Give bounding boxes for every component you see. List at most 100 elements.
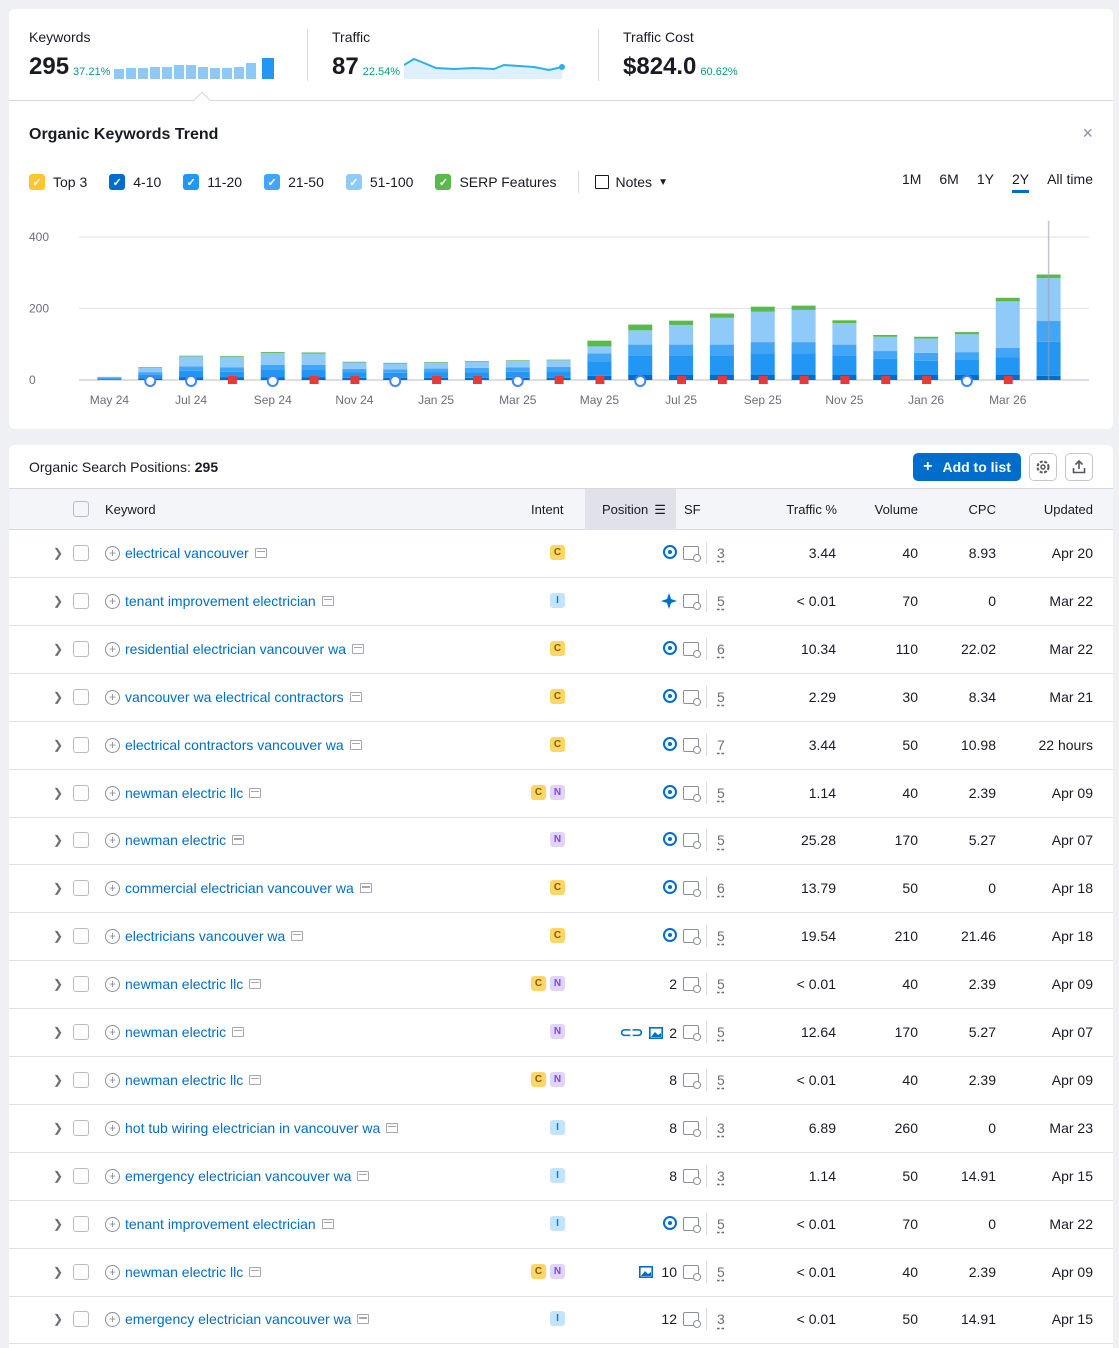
- sf-count[interactable]: 6: [717, 640, 725, 657]
- sf-count[interactable]: 5: [717, 1263, 725, 1280]
- add-keyword-icon[interactable]: +: [105, 833, 120, 849]
- serp-snapshot-icon[interactable]: [386, 1122, 399, 1133]
- sf-count[interactable]: 7: [717, 736, 725, 753]
- table-row[interactable]: ❯ + tenant improvement electrician I 5 <…: [9, 1201, 1113, 1249]
- serp-features-icon[interactable]: [683, 1168, 701, 1185]
- expand-chevron-icon[interactable]: ❯: [53, 641, 64, 656]
- serp-snapshot-icon[interactable]: [249, 1266, 262, 1277]
- add-keyword-icon[interactable]: +: [105, 546, 120, 561]
- keyword-link[interactable]: tenant improvement electrician: [125, 593, 334, 609]
- serp-snapshot-icon[interactable]: [357, 1314, 370, 1325]
- table-row[interactable]: ❯ + tenant improvement electrician I 5 <…: [9, 578, 1113, 626]
- serp-features-icon[interactable]: [683, 1312, 701, 1329]
- header-position[interactable]: Position ☰: [602, 502, 666, 518]
- sf-count[interactable]: 3: [717, 545, 725, 561]
- header-volume[interactable]: Volume: [874, 502, 918, 517]
- keyword-link[interactable]: newman electric llc: [125, 785, 262, 801]
- serp-features-icon[interactable]: [683, 833, 701, 850]
- expand-chevron-icon[interactable]: ❯: [53, 593, 64, 608]
- sf-count[interactable]: 5: [717, 688, 725, 705]
- serp-snapshot-icon[interactable]: [254, 548, 267, 558]
- expand-chevron-icon[interactable]: ❯: [53, 929, 64, 944]
- sf-count[interactable]: 5: [717, 1215, 725, 1232]
- keyword-link[interactable]: tenant improvement electrician: [125, 1216, 334, 1232]
- row-checkbox[interactable]: [73, 545, 89, 561]
- row-checkbox[interactable]: [73, 1167, 89, 1184]
- legend-4-10[interactable]: ✓ 4-10: [109, 174, 161, 190]
- keyword-link[interactable]: electrical contractors vancouver wa: [125, 737, 362, 753]
- serp-features-icon[interactable]: [683, 1072, 701, 1089]
- expand-chevron-icon[interactable]: ❯: [53, 737, 64, 752]
- serp-snapshot-icon[interactable]: [321, 595, 334, 606]
- period-1y[interactable]: 1Y: [976, 171, 994, 187]
- period-2y[interactable]: 2Y: [1011, 171, 1030, 193]
- row-checkbox[interactable]: [73, 1024, 89, 1040]
- add-keyword-icon[interactable]: +: [105, 737, 120, 753]
- table-row[interactable]: ❯ + vancouver wa electrical contractors …: [9, 674, 1113, 722]
- row-checkbox[interactable]: [73, 1311, 89, 1328]
- serp-snapshot-icon[interactable]: [249, 1074, 262, 1085]
- header-intent[interactable]: Intent: [531, 502, 564, 517]
- serp-features-icon[interactable]: [683, 546, 701, 562]
- add-keyword-icon[interactable]: +: [105, 1072, 120, 1088]
- add-keyword-icon[interactable]: +: [105, 1312, 120, 1328]
- header-sf[interactable]: SF: [684, 502, 701, 517]
- serp-features-icon[interactable]: [683, 1216, 701, 1233]
- keyword-link[interactable]: newman electric llc: [125, 1072, 262, 1088]
- serp-features-icon[interactable]: [683, 593, 701, 610]
- expand-chevron-icon[interactable]: ❯: [53, 833, 64, 848]
- row-checkbox[interactable]: [73, 1215, 89, 1232]
- add-keyword-icon[interactable]: +: [105, 929, 120, 945]
- add-keyword-icon[interactable]: +: [105, 1025, 120, 1040]
- settings-button[interactable]: [1029, 453, 1057, 481]
- expand-chevron-icon[interactable]: ❯: [53, 1216, 64, 1231]
- table-row[interactable]: ❯ + hot tub wiring electrician in vancou…: [9, 1105, 1113, 1153]
- sf-count[interactable]: 6: [717, 880, 725, 897]
- serp-snapshot-icon[interactable]: [352, 643, 364, 654]
- serp-snapshot-icon[interactable]: [349, 739, 362, 750]
- expand-chevron-icon[interactable]: ❯: [53, 1025, 64, 1039]
- select-all-checkbox[interactable]: [73, 501, 89, 517]
- table-row[interactable]: ❯ + electricians vancouver wa C 5 19.54 …: [9, 913, 1113, 962]
- add-keyword-icon[interactable]: +: [105, 1264, 120, 1280]
- expand-chevron-icon[interactable]: ❯: [53, 1120, 64, 1135]
- row-checkbox[interactable]: [73, 1119, 89, 1136]
- export-button[interactable]: [1065, 453, 1093, 481]
- row-checkbox[interactable]: [73, 832, 89, 849]
- table-row[interactable]: ❯ + emergency electrician vancouver wa I…: [9, 1153, 1113, 1201]
- close-icon[interactable]: ×: [1082, 123, 1093, 143]
- add-keyword-icon[interactable]: +: [105, 785, 120, 801]
- keyword-link[interactable]: newman electric: [125, 1024, 245, 1040]
- add-keyword-icon[interactable]: +: [105, 881, 120, 897]
- row-checkbox[interactable]: [73, 592, 89, 609]
- metric-keywords[interactable]: Keywords 295 37.21%: [29, 29, 276, 79]
- period-all-time[interactable]: All time: [1047, 171, 1093, 187]
- serp-features-icon[interactable]: [683, 1264, 701, 1281]
- sf-count[interactable]: 5: [717, 592, 725, 609]
- header-cpc[interactable]: CPC: [968, 502, 996, 517]
- legend-21-50[interactable]: ✓ 21-50: [264, 174, 324, 190]
- metric-traffic[interactable]: Traffic 87 22.54%: [332, 29, 566, 79]
- serp-features-icon[interactable]: [683, 641, 701, 658]
- add-keyword-icon[interactable]: +: [105, 593, 120, 609]
- header-traffic[interactable]: Traffic %: [786, 502, 837, 517]
- header-updated[interactable]: Updated: [1043, 502, 1093, 517]
- sf-count[interactable]: 3: [717, 1167, 725, 1184]
- keyword-link[interactable]: newman electric llc: [125, 1264, 262, 1280]
- add-keyword-icon[interactable]: +: [105, 1120, 120, 1136]
- keyword-link[interactable]: hot tub wiring electrician in vancouver …: [125, 1120, 399, 1136]
- add-keyword-icon[interactable]: +: [105, 977, 120, 993]
- serp-features-icon[interactable]: [683, 1025, 701, 1041]
- serp-features-icon[interactable]: [683, 689, 701, 706]
- notes-dropdown[interactable]: Notes ▼: [595, 174, 668, 190]
- row-checkbox[interactable]: [73, 1071, 89, 1088]
- expand-chevron-icon[interactable]: ❯: [53, 881, 64, 896]
- row-checkbox[interactable]: [73, 784, 89, 801]
- serp-snapshot-icon[interactable]: [232, 1027, 245, 1037]
- serp-features-icon[interactable]: [683, 929, 701, 946]
- period-1m[interactable]: 1M: [901, 171, 922, 187]
- add-keyword-icon[interactable]: +: [105, 641, 120, 657]
- table-row[interactable]: ❯ + newman electric N 5 25.28 170 5.27 A…: [9, 817, 1113, 866]
